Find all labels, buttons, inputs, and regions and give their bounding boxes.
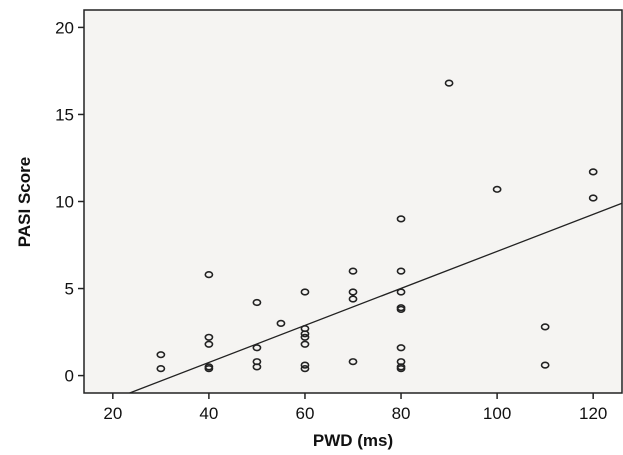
regression-line [129,202,623,394]
y-axis-title: PASI Score [15,157,34,247]
data-point [300,330,310,338]
data-point [588,194,598,202]
data-point [156,351,166,359]
data-point [540,361,550,369]
data-point [588,168,598,176]
data-point [348,295,358,303]
x-tick-label: 80 [392,404,411,423]
data-point [444,79,454,87]
data-point [300,365,310,373]
data-point [300,340,310,348]
plot-area [83,9,623,394]
data-point [300,361,310,369]
y-tick-label: 5 [65,280,74,299]
axes: 20 40 60 80 100 120 0 5 10 15 20 [55,18,607,423]
data-point [396,288,406,296]
x-tick-label: 60 [296,404,315,423]
x-tick-label: 120 [579,404,607,423]
data-point [204,365,214,373]
y-tick-label: 10 [55,193,74,212]
data-point [276,319,286,327]
data-point [492,185,502,193]
x-axis-title: PWD (ms) [313,431,393,450]
data-point [540,323,550,331]
data-point [156,365,166,373]
regression-line-layer [129,202,623,394]
data-point [396,344,406,352]
data-point [252,363,262,371]
data-point [396,365,406,373]
data-point [300,288,310,296]
data-point [204,333,214,341]
data-point [348,288,358,296]
data-point [300,333,310,341]
y-tick-label: 20 [55,18,74,37]
x-tick-label: 20 [103,404,122,423]
x-tick-label: 100 [483,404,511,423]
data-point [396,267,406,275]
data-point [396,215,406,223]
data-points [156,79,598,373]
data-point [348,358,358,366]
data-point [204,271,214,279]
data-point [252,298,262,307]
data-point [396,305,406,314]
y-tick-label: 0 [65,367,74,386]
data-point [348,267,358,275]
x-tick-label: 40 [199,404,218,423]
y-tick-label: 15 [55,105,74,124]
data-point [204,340,214,348]
data-point [252,344,262,352]
